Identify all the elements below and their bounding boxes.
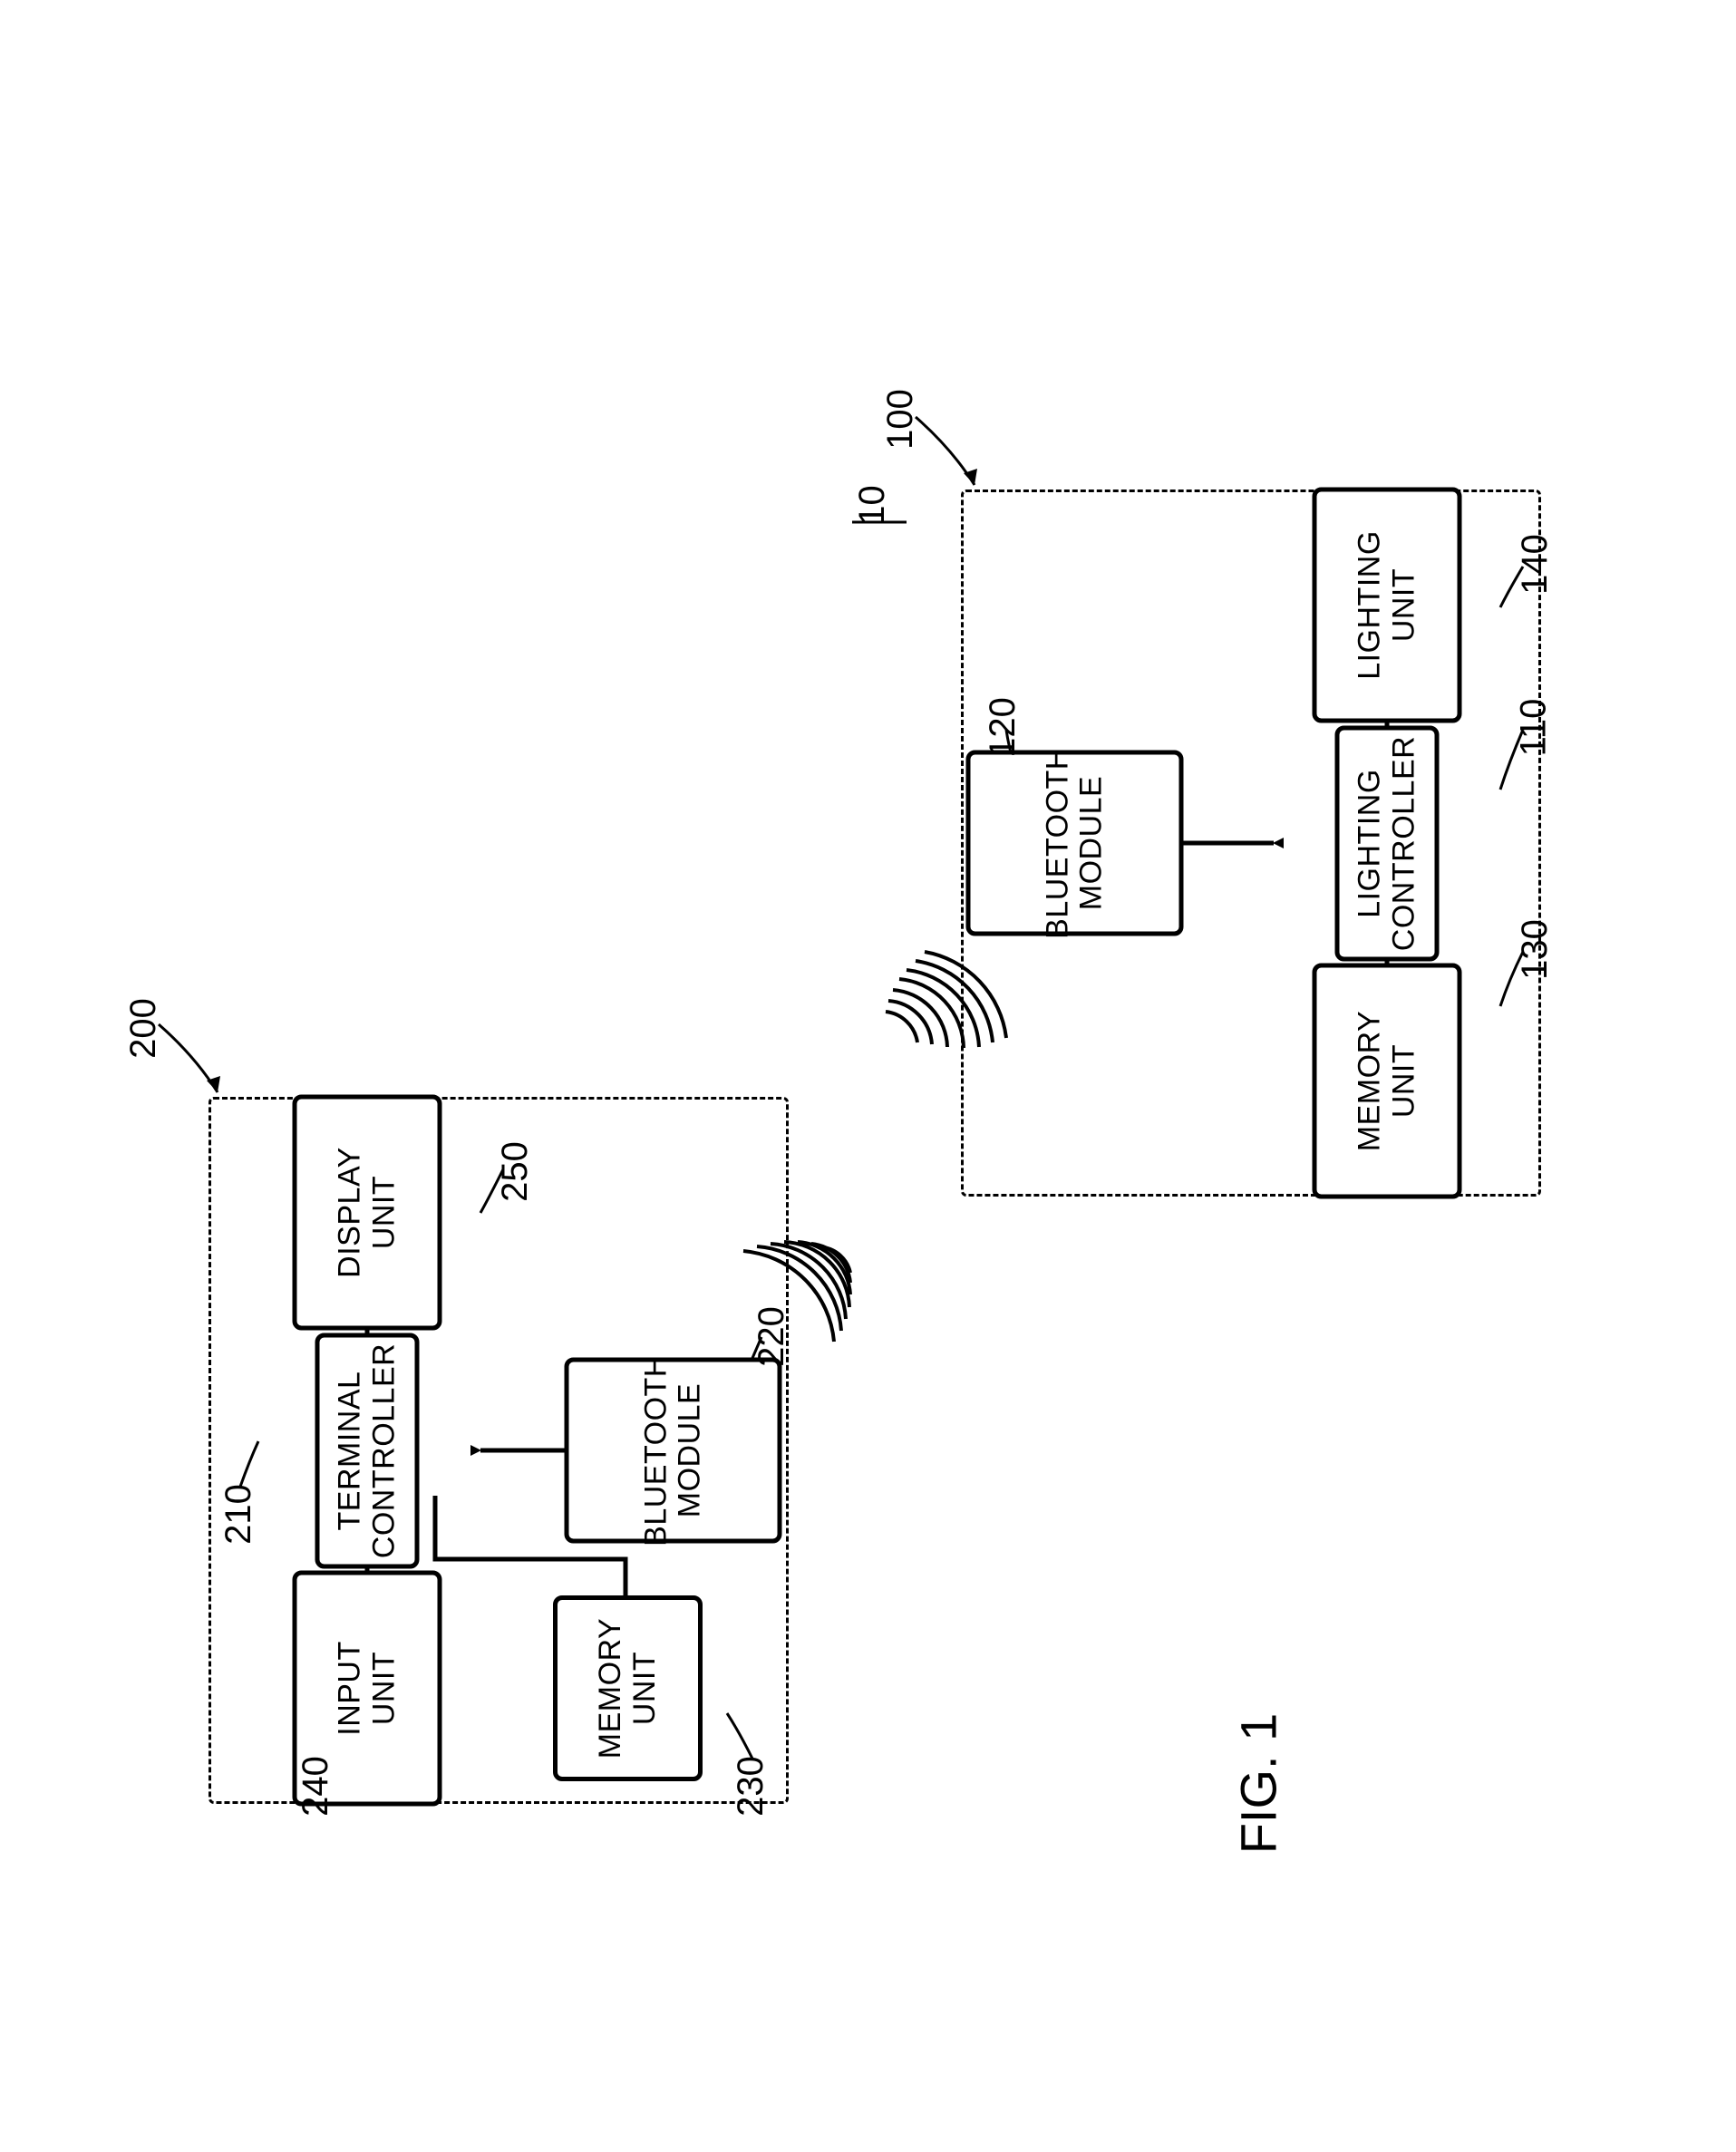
input-unit-ref: 240 [296,1756,336,1817]
terminal-controller-ref: 210 [218,1484,259,1545]
lighting-controller-ref: 110 [1513,699,1554,757]
bluetooth-200-ref: 220 [752,1306,792,1367]
bluetooth-200-label: BLUETOOTHMODULE [639,1354,707,1546]
memory-unit-200-block: MEMORYUNIT [553,1595,703,1781]
bluetooth-100-label: BLUETOOTHMODULE [1041,747,1109,939]
bluetooth-100-ref: 120 [983,697,1023,758]
memory-unit-100-ref: 130 [1515,919,1556,980]
system-ref-label: 10 [852,485,893,526]
memory-unit-200-label: MEMORYUNIT [594,1618,662,1759]
display-unit-ref: 250 [495,1141,536,1202]
lighting-unit-ref: 140 [1515,534,1556,595]
bluetooth-200-block: BLUETOOTHMODULE [565,1358,782,1544]
terminal-controller-label: TERMINALCONTROLLER [334,1343,402,1558]
module-100-ref: 100 [880,389,921,450]
figure-caption: FIG. 1 [1228,1713,1287,1855]
display-unit-label: DISPLAYUNIT [334,1147,402,1278]
module-200-ref: 200 [123,998,164,1059]
input-unit-label: INPUTUNIT [334,1641,402,1736]
memory-unit-100-block: MEMORYUNIT [1313,964,1462,1199]
lighting-unit-label: LIGHTINGUNIT [1353,530,1421,680]
memory-unit-200-ref: 230 [731,1756,771,1817]
terminal-controller-block: TERMINALCONTROLLER [315,1333,420,1569]
memory-unit-100-label: MEMORYUNIT [1353,1011,1421,1151]
bluetooth-100-block: BLUETOOTHMODULE [966,751,1184,936]
display-unit-block: DISPLAYUNIT [293,1095,442,1331]
lighting-unit-block: LIGHTINGUNIT [1313,488,1462,723]
lighting-controller-block: LIGHTINGCONTROLLER [1335,726,1440,962]
lighting-controller-label: LIGHTINGCONTROLLER [1353,736,1421,951]
